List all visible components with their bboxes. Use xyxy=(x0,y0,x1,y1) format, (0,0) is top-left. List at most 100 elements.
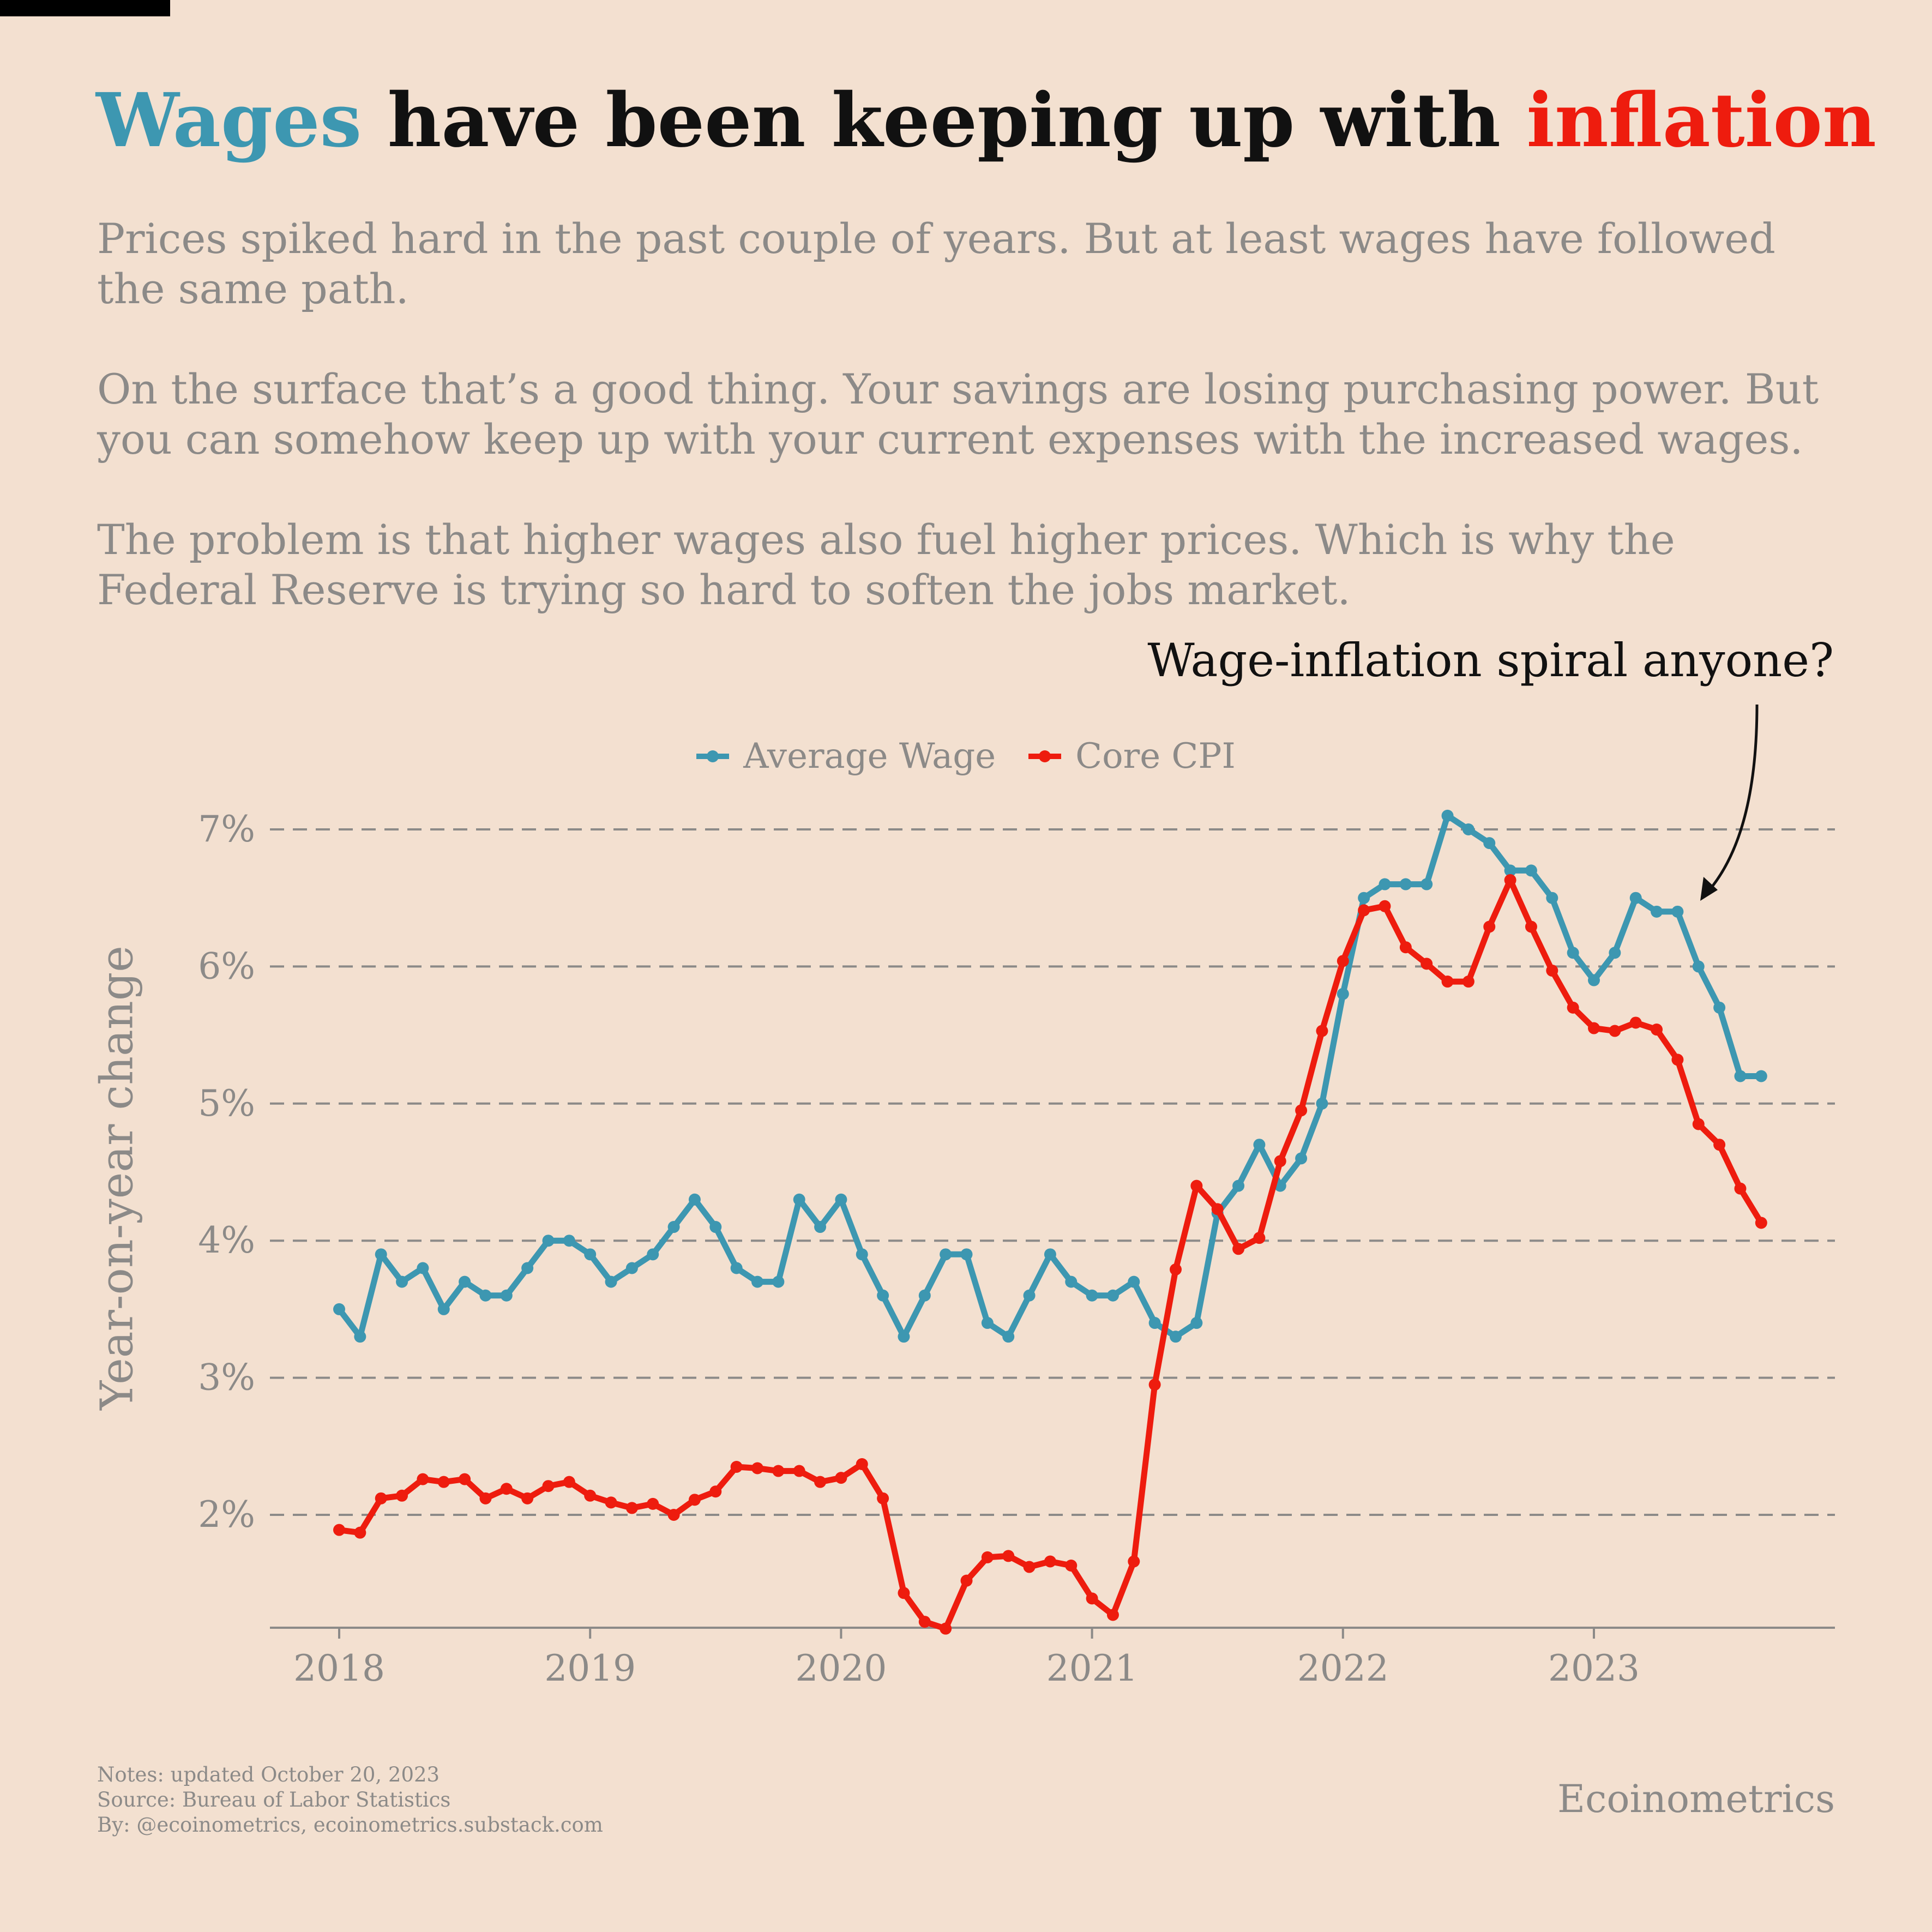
point-cpi-25 xyxy=(856,1458,868,1470)
point-cpi-61 xyxy=(1609,1025,1621,1037)
point-wage-6 xyxy=(459,1275,471,1288)
point-cpi-54 xyxy=(1462,976,1474,988)
point-wage-66 xyxy=(1713,1001,1726,1014)
point-cpi-17 xyxy=(688,1494,701,1506)
legend-swatch-cpi-icon xyxy=(1028,750,1062,762)
point-wage-53 xyxy=(1441,809,1454,822)
point-cpi-14 xyxy=(625,1502,638,1514)
point-cpi-34 xyxy=(1044,1555,1056,1568)
legend-label-wage: Average Wage xyxy=(743,736,996,777)
point-wage-11 xyxy=(563,1235,575,1247)
point-wage-32 xyxy=(1002,1331,1015,1343)
point-cpi-28 xyxy=(918,1616,931,1628)
point-wage-49 xyxy=(1358,892,1370,904)
annotation-arrowhead xyxy=(1700,877,1718,901)
point-wage-60 xyxy=(1588,974,1600,986)
point-cpi-39 xyxy=(1148,1379,1161,1391)
corner-accent-bar xyxy=(0,0,170,16)
point-wage-9 xyxy=(521,1262,534,1274)
point-wage-47 xyxy=(1316,1097,1328,1110)
point-wage-27 xyxy=(898,1331,910,1343)
point-cpi-63 xyxy=(1651,1024,1663,1036)
point-cpi-59 xyxy=(1567,1001,1579,1014)
point-cpi-53 xyxy=(1441,976,1454,988)
point-wage-37 xyxy=(1106,1289,1119,1302)
y-tick-label-4: 4% xyxy=(198,1219,255,1261)
point-cpi-10 xyxy=(542,1480,555,1492)
point-cpi-19 xyxy=(730,1461,743,1473)
point-cpi-65 xyxy=(1692,1118,1705,1130)
point-wage-44 xyxy=(1253,1139,1266,1151)
point-wage-25 xyxy=(856,1248,868,1261)
point-wage-3 xyxy=(396,1275,408,1288)
point-wage-1 xyxy=(354,1331,366,1343)
point-cpi-55 xyxy=(1483,920,1496,933)
x-tick-label-2021: 2021 xyxy=(1046,1647,1138,1689)
point-wage-58 xyxy=(1546,892,1558,904)
annotation-arrow-line xyxy=(1705,704,1759,895)
footer-notes: Notes: updated October 20, 2023 Source: … xyxy=(97,1762,603,1838)
point-wage-21 xyxy=(772,1275,785,1288)
point-wage-63 xyxy=(1651,905,1663,918)
point-cpi-7 xyxy=(479,1492,492,1504)
x-tick-label-2019: 2019 xyxy=(544,1647,636,1689)
point-cpi-3 xyxy=(396,1489,408,1502)
point-wage-33 xyxy=(1023,1289,1036,1302)
point-wage-50 xyxy=(1379,878,1391,890)
point-cpi-16 xyxy=(667,1509,680,1521)
point-cpi-20 xyxy=(751,1462,763,1474)
point-wage-51 xyxy=(1399,878,1412,890)
point-cpi-23 xyxy=(814,1476,827,1488)
point-cpi-60 xyxy=(1588,1022,1600,1034)
title-inflation: inflation xyxy=(1526,77,1876,164)
notes-byline: By: @ecoinometrics, ecoinometrics.substa… xyxy=(97,1813,603,1837)
subtitle-paragraph-1: Prices spiked hard in the past couple of… xyxy=(97,214,1775,313)
point-cpi-6 xyxy=(459,1473,471,1485)
x-tick-label-2022: 2022 xyxy=(1297,1647,1389,1689)
point-cpi-62 xyxy=(1629,1016,1642,1029)
point-wage-5 xyxy=(437,1303,450,1315)
point-wage-39 xyxy=(1148,1317,1161,1329)
y-tick-label-2: 2% xyxy=(198,1494,255,1536)
point-wage-65 xyxy=(1692,960,1705,973)
point-wage-30 xyxy=(960,1248,973,1261)
legend-label-cpi: Core CPI xyxy=(1075,736,1236,777)
point-cpi-4 xyxy=(417,1473,429,1485)
point-cpi-56 xyxy=(1504,874,1516,887)
point-cpi-66 xyxy=(1713,1139,1726,1151)
point-wage-59 xyxy=(1567,947,1579,959)
point-wage-31 xyxy=(981,1317,994,1329)
series-layer xyxy=(333,809,1767,1635)
point-wage-19 xyxy=(730,1262,743,1274)
y-tick-label-5: 5% xyxy=(198,1082,255,1124)
point-cpi-51 xyxy=(1399,941,1412,954)
point-cpi-57 xyxy=(1525,920,1537,933)
point-wage-55 xyxy=(1483,837,1496,850)
point-cpi-47 xyxy=(1316,1025,1328,1037)
point-cpi-13 xyxy=(605,1496,617,1509)
point-wage-57 xyxy=(1525,864,1537,877)
point-cpi-68 xyxy=(1755,1217,1767,1229)
chart-title: Wages have been keeping up with inflatio… xyxy=(96,76,1876,165)
point-cpi-38 xyxy=(1128,1555,1140,1568)
point-cpi-40 xyxy=(1170,1263,1182,1275)
point-wage-18 xyxy=(709,1221,722,1233)
point-cpi-26 xyxy=(877,1492,889,1504)
title-wages: Wages xyxy=(96,77,362,164)
point-wage-56 xyxy=(1504,864,1516,877)
point-wage-12 xyxy=(584,1248,597,1261)
point-wage-24 xyxy=(835,1193,847,1206)
legend: Average Wage Core CPI xyxy=(0,736,1932,777)
point-cpi-27 xyxy=(898,1587,910,1599)
point-wage-22 xyxy=(793,1193,805,1206)
point-cpi-67 xyxy=(1734,1182,1747,1195)
notes-source: Source: Bureau of Labor Statistics xyxy=(97,1788,451,1811)
point-cpi-11 xyxy=(563,1476,575,1488)
legend-swatch-wage-icon xyxy=(696,750,730,762)
brand-logo-text: Ecoinometrics xyxy=(1557,1777,1835,1821)
point-wage-10 xyxy=(542,1235,555,1247)
point-wage-15 xyxy=(647,1248,659,1261)
point-wage-13 xyxy=(605,1275,617,1288)
point-cpi-42 xyxy=(1211,1203,1224,1215)
point-wage-67 xyxy=(1734,1070,1747,1082)
